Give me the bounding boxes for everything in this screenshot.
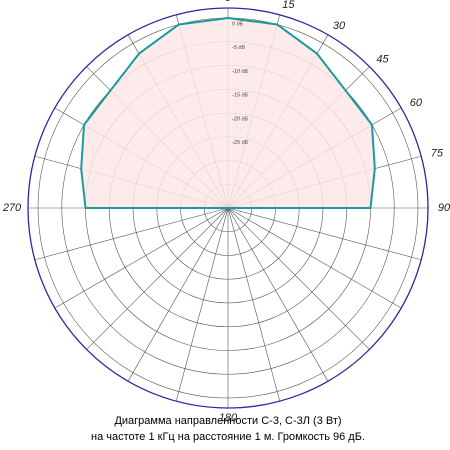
theta-tick-label: 270 <box>2 202 22 214</box>
theta-tick-label: 75 <box>431 148 444 160</box>
theta-tick-label: 0 <box>225 0 232 4</box>
spoke <box>227 207 329 382</box>
spoke <box>227 207 281 402</box>
spoke <box>227 207 370 350</box>
theta-tick-label: 180 <box>219 412 238 424</box>
chart-title: Диаграмма направленности С-3, С-3Л (3 Вт… <box>114 415 341 427</box>
theta-tick-label: 60 <box>410 97 423 109</box>
r-tick-label: -15 дБ <box>232 93 249 99</box>
outer-circle <box>27 7 429 409</box>
spoke <box>127 207 229 382</box>
theta-tick-label: 15 <box>282 0 295 11</box>
spoke <box>86 207 229 350</box>
theta-tick-label: 90 <box>438 202 450 214</box>
theta-tick-label: 30 <box>333 20 346 32</box>
spoke <box>54 207 229 309</box>
spoke <box>34 207 229 261</box>
chart-subtitle: на частоте 1 кГц на расстояние 1 м. Гром… <box>91 431 365 443</box>
theta-tick-label: 45 <box>376 53 389 65</box>
r-tick-label: -5 дБ <box>232 45 245 51</box>
r-tick-label: -10 дБ <box>232 69 249 75</box>
spoke <box>227 207 422 261</box>
labels: 0 дБ -5 дБ -10 дБ -15 дБ -20 дБ -25 дБ 0 15 30 45… <box>2 0 450 424</box>
spoke <box>175 207 229 402</box>
plot <box>80 17 376 209</box>
pattern-area <box>80 17 376 209</box>
r-tick-label: -20 дБ <box>232 116 249 122</box>
r-tick-label: 0 дБ <box>232 21 244 27</box>
spoke <box>227 207 402 309</box>
r-tick-label: -25 дБ <box>232 140 249 146</box>
